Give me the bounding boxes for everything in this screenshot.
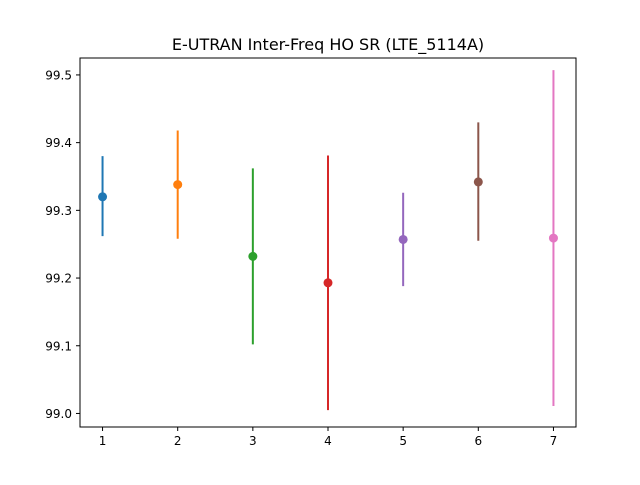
y-tick-label-1: 99.1 (45, 339, 72, 353)
y-tick-label-2: 99.2 (45, 272, 72, 286)
data-point-1 (98, 192, 108, 202)
data-point-6 (473, 177, 483, 187)
y-tick-label-4: 99.4 (45, 136, 72, 150)
x-tick-label-2: 2 (174, 434, 182, 448)
data-point-3 (248, 251, 258, 261)
data-point-2 (173, 180, 183, 190)
data-point-4 (323, 278, 333, 288)
y-tick-label-3: 99.3 (45, 204, 72, 218)
data-point-5 (398, 234, 408, 244)
x-tick-label-7: 7 (550, 434, 558, 448)
x-tick-label-5: 5 (399, 434, 407, 448)
x-tick-label-6: 6 (474, 434, 482, 448)
chart-title: E-UTRAN Inter-Freq HO SR (LTE_5114A) (172, 35, 484, 55)
y-tick-label-0: 99.0 (45, 407, 72, 421)
data-point-7 (548, 233, 558, 243)
x-tick-label-4: 4 (324, 434, 332, 448)
x-tick-label-3: 3 (249, 434, 257, 448)
plot-marks (98, 70, 558, 411)
axes: 1 2 3 4 5 6 7 99.0 99.1 99.2 99.3 99.4 99.5 (45, 68, 557, 448)
y-tick-label-5: 99.5 (45, 68, 72, 82)
x-tick-label-1: 1 (99, 434, 107, 448)
